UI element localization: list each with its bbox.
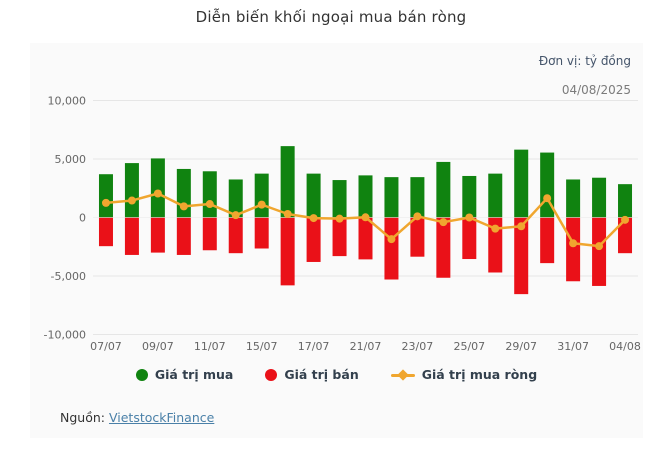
net-point-marker [361,213,370,222]
sell-bar [436,217,451,278]
y-axis-tick-label: 0 [79,212,86,225]
net-point-marker [179,202,188,211]
x-axis-tick-label: 07/07 [90,340,122,353]
net-point-marker [335,214,344,223]
x-axis-tick-label: 25/07 [453,340,485,353]
sell-bar [410,217,425,257]
buy-series-marker-icon [135,368,148,381]
sell-bar [462,217,477,260]
net-point-marker [205,200,214,209]
net-series-marker-icon [390,368,415,381]
sell-bar [202,217,217,251]
sell-bar [540,217,555,264]
buy-bar [436,161,451,218]
legend-label-buy: Giá trị mua [154,367,234,382]
y-axis-tick-label: 5,000 [55,153,87,166]
buy-bar [462,175,477,218]
sell-bar [280,217,295,286]
buy-bar [254,173,269,218]
net-point-marker [491,224,500,233]
sell-bar [254,217,269,249]
buy-bar [202,171,217,218]
buy-bar [488,173,503,218]
net-point-marker [257,200,266,209]
sell-bar [150,217,165,253]
net-point-marker [231,211,240,220]
sell-series-marker-icon [265,368,278,381]
net-point-marker [595,242,604,251]
sell-bar [98,217,113,247]
net-point-marker [127,196,136,205]
chart-legend: Giá trị mua Giá trị bán Giá trị mua ròng [30,367,643,382]
x-axis-tick-label: 21/07 [350,340,382,353]
buy-bar [566,179,581,218]
x-axis-tick-label: 23/07 [402,340,434,353]
buy-bar [228,179,243,218]
sell-bar [592,217,607,286]
buy-bar [280,146,295,218]
source-link[interactable]: VietstockFinance [108,410,215,425]
buy-bar [150,158,165,218]
net-point-marker [387,235,396,244]
net-point-marker [413,212,422,221]
sell-bar [332,217,347,257]
sell-bar [176,217,191,255]
sell-bar [618,217,633,254]
sell-bar [228,217,243,254]
x-axis-tick-label: 09/07 [142,340,174,353]
legend-item-buy: Giá trị mua [135,367,234,382]
legend-label-net: Giá trị mua ròng [421,367,538,382]
legend-label-sell: Giá trị bán [284,367,359,382]
net-point-marker [283,209,292,218]
net-point-marker [543,194,552,203]
x-axis-tick-label: 04/08 [609,340,641,353]
sell-bar [124,217,139,255]
y-axis-tick-label: -5,000 [51,270,86,283]
x-axis-tick-label: 31/07 [557,340,589,353]
net-point-marker [465,213,474,222]
net-point-marker [309,214,318,223]
sell-bar [306,217,321,262]
net-point-marker [439,218,448,227]
unit-label: Đơn vị: tỷ đồng [538,54,631,68]
x-axis-tick-label: 11/07 [194,340,226,353]
x-axis-tick-label: 17/07 [298,340,330,353]
chart-panel: Đơn vị: tỷ đồng 04/08/2025 10,000 5,000 0 -… [30,43,643,438]
x-axis-tick-label: 29/07 [505,340,537,353]
buy-bar [98,174,113,218]
page-title: Diễn biến khối ngoại mua bán ròng [195,8,467,26]
sell-bar [358,217,373,260]
foreign-net-trading-chart: 10,000 5,000 0 -5,000 -10,000 07/07 09/07 11/07… [44,95,641,354]
net-point-marker [621,215,630,224]
sell-bar [384,217,399,280]
net-point-marker [517,222,526,231]
buy-bar [306,173,321,218]
y-axis-tick-label: 10,000 [48,95,87,108]
net-point-marker [101,198,110,207]
net-point-marker [569,239,578,248]
buy-bar [358,175,373,218]
buy-bar [592,177,607,218]
y-axis-tick-label: -10,000 [44,329,86,342]
x-axis-tick-label: 15/07 [246,340,278,353]
chart-date: 04/08/2025 [561,83,631,97]
buy-bar [124,163,139,218]
buy-bar [618,184,633,218]
buy-bar [332,180,347,218]
buy-bar [384,177,399,218]
sell-bar [488,217,503,273]
source-line: Nguồn: VietstockFinance [60,410,214,425]
net-point-marker [153,189,162,198]
legend-item-sell: Giá trị bán [265,367,359,382]
buy-bar [514,149,529,218]
buy-bar [410,177,425,218]
sell-bar [514,217,529,295]
source-label: Nguồn: [60,410,105,425]
sell-bar [566,217,581,282]
legend-item-net: Giá trị mua ròng [390,367,538,382]
